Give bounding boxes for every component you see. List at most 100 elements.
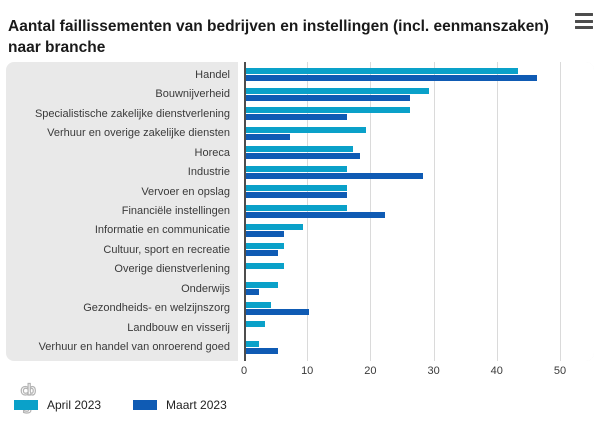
- bar-maart-2023[interactable]: [246, 211, 386, 218]
- menu-bar: [575, 19, 593, 23]
- category-label: Specialistische zakelijke dienstverlenin…: [34, 107, 230, 120]
- category-label: Handel: [195, 68, 230, 81]
- category-row: Informatie en communicatie: [6, 221, 594, 240]
- category-label: Cultuur, sport en recreatie: [103, 243, 230, 256]
- legend-label: Maart 2023: [166, 398, 227, 412]
- x-tick-label: 10: [301, 365, 314, 377]
- bar-april-2023[interactable]: [246, 87, 430, 94]
- bar-maart-2023[interactable]: [246, 192, 348, 199]
- bar-group: [246, 165, 594, 179]
- bar-april-2023[interactable]: [246, 126, 367, 133]
- x-axis: 0 10 20 30 40 50: [6, 365, 594, 380]
- category-label: Vervoer en opslag: [141, 185, 230, 198]
- bar-april-2023[interactable]: [246, 340, 259, 347]
- x-tick-label: 30: [427, 365, 440, 377]
- bar-maart-2023[interactable]: [246, 230, 284, 237]
- bar-april-2023[interactable]: [246, 68, 518, 75]
- chart-title: Aantal faillissementen van bedrijven en …: [8, 18, 549, 56]
- category-label: Landbouw en visserij: [127, 321, 230, 334]
- category-label: Informatie en communicatie: [94, 224, 230, 237]
- category-row: Specialistische zakelijke dienstverlenin…: [6, 104, 594, 123]
- bar-april-2023[interactable]: [246, 204, 348, 211]
- category-row: Horeca: [6, 143, 594, 162]
- legend-label: April 2023: [47, 398, 102, 412]
- bar-group: [246, 262, 594, 276]
- category-row: Industrie: [6, 162, 594, 181]
- bar-april-2023[interactable]: [246, 107, 411, 114]
- bar-maart-2023[interactable]: [246, 75, 537, 82]
- category-row: Onderwijs: [6, 279, 594, 298]
- category-row: Landbouw en visserij: [6, 318, 594, 337]
- bar-maart-2023[interactable]: [246, 114, 348, 121]
- bar-group: [246, 146, 594, 160]
- bar-group: [246, 107, 594, 121]
- category-label: Horeca: [194, 146, 230, 159]
- category-label: Bouwnijverheid: [155, 88, 230, 101]
- category-label: Gezondheids- en welzijnszorg: [83, 302, 230, 315]
- category-label: Onderwijs: [181, 282, 230, 295]
- svg-text:cb: cb: [20, 381, 36, 399]
- category-label: Verhuur en overige zakelijke diensten: [47, 127, 230, 140]
- bar-maart-2023[interactable]: [246, 153, 360, 160]
- bar-group: [246, 301, 594, 315]
- gridline-20: [370, 62, 372, 361]
- category-row: Vervoer en opslag: [6, 182, 594, 201]
- hamburger-menu-icon[interactable]: [575, 13, 593, 29]
- bar-maart-2023[interactable]: [246, 250, 278, 257]
- bar-maart-2023[interactable]: [246, 308, 310, 315]
- bar-group: [246, 126, 594, 140]
- bar-april-2023[interactable]: [246, 165, 348, 172]
- category-row: Verhuur en overige zakelijke diensten: [6, 123, 594, 142]
- category-label: Verhuur en handel van onroerend goed: [38, 341, 230, 354]
- category-label: Industrie: [187, 166, 230, 179]
- bar-maart-2023[interactable]: [246, 347, 278, 354]
- bar-april-2023[interactable]: [246, 262, 284, 269]
- bar-group: [246, 321, 594, 334]
- bar-group: [246, 185, 594, 199]
- bar-maart-2023[interactable]: [246, 289, 259, 296]
- bar-group: [246, 340, 594, 354]
- bar-group: [246, 87, 594, 101]
- gridline-10: [307, 62, 309, 361]
- april-swatch-icon: [14, 400, 38, 410]
- category-row: Overige dienstverlening: [6, 260, 594, 279]
- category-row: Financiële instellingen: [6, 201, 594, 220]
- bar-april-2023[interactable]: [246, 301, 272, 308]
- x-tick-label: 40: [490, 365, 503, 377]
- bar-group: [246, 68, 594, 82]
- y-axis-line: [244, 62, 246, 361]
- gridline-50: [560, 62, 561, 361]
- menu-bar: [575, 13, 593, 16]
- bar-group: [246, 223, 594, 237]
- gridline-30: [433, 62, 435, 361]
- gridline-40: [496, 62, 498, 361]
- bar-maart-2023[interactable]: [246, 133, 291, 140]
- category-row: Bouwnijverheid: [6, 84, 594, 103]
- bar-april-2023[interactable]: [246, 282, 278, 289]
- category-label: Financiële instellingen: [121, 205, 230, 218]
- x-tick-label: 0: [240, 365, 248, 377]
- bar-group: [246, 243, 594, 257]
- bar-april-2023[interactable]: [246, 321, 265, 328]
- bar-april-2023[interactable]: [246, 185, 348, 192]
- category-label: Overige dienstverlening: [114, 263, 230, 276]
- maart-swatch-icon: [133, 400, 158, 410]
- legend-item-april[interactable]: April 2023: [14, 398, 101, 412]
- category-row: Gezondheids- en welzijnszorg: [6, 299, 594, 318]
- category-row: Handel: [6, 65, 594, 84]
- bar-maart-2023[interactable]: [246, 94, 411, 101]
- bar-april-2023[interactable]: [246, 146, 354, 153]
- legend-item-maart[interactable]: Maart 2023: [133, 398, 227, 412]
- bar-group: [246, 282, 594, 296]
- category-row: Verhuur en handel van onroerend goed: [6, 338, 594, 357]
- bar-april-2023[interactable]: [246, 223, 303, 230]
- bar-maart-2023[interactable]: [246, 172, 423, 179]
- chart-panel: Handel Bouwnijverheid Specialistische zake…: [6, 62, 594, 418]
- bar-group: [246, 204, 594, 218]
- x-tick-label: 20: [364, 365, 377, 377]
- category-row: Cultuur, sport en recreatie: [6, 240, 594, 259]
- legend: April 2023 Maart 2023: [14, 398, 227, 412]
- bar-april-2023[interactable]: [246, 243, 284, 250]
- x-tick-label: 50: [553, 365, 567, 377]
